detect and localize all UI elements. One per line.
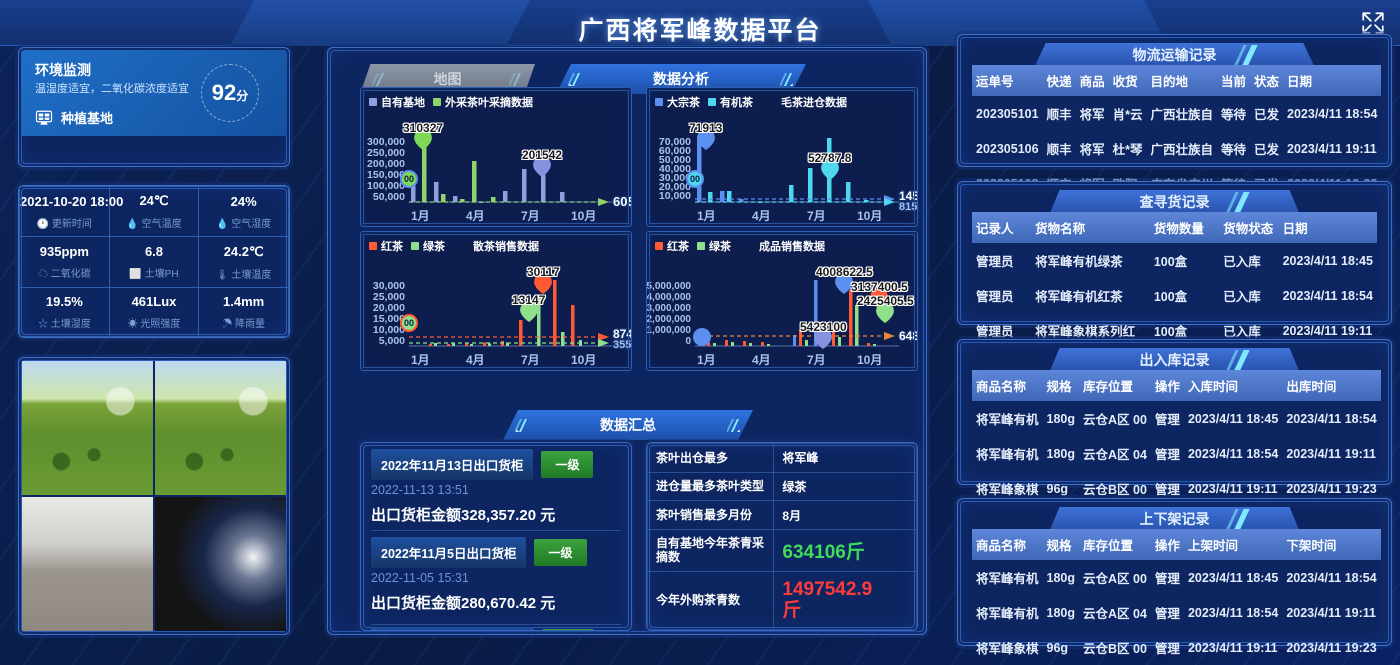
- svg-text:3,000,000: 3,000,000: [647, 303, 691, 314]
- svg-text:4月: 4月: [752, 353, 771, 367]
- svg-text:60597.75: 60597.75: [613, 194, 632, 209]
- svg-text:1月: 1月: [697, 209, 716, 223]
- svg-text:4月: 4月: [752, 209, 771, 223]
- svg-text:8154.57: 8154.57: [899, 201, 918, 213]
- svg-text:4月: 4月: [466, 353, 485, 367]
- svg-text:1月: 1月: [411, 353, 430, 367]
- svg-text:50,000: 50,000: [373, 191, 405, 203]
- svg-text:10月: 10月: [857, 353, 882, 367]
- svg-text:648215.4: 648215.4: [899, 329, 918, 343]
- svg-text:2,000,000: 2,000,000: [647, 314, 691, 325]
- svg-text:10,000: 10,000: [659, 190, 691, 202]
- svg-text:4月: 4月: [466, 209, 485, 223]
- svg-text:1月: 1月: [697, 353, 716, 367]
- svg-text:10月: 10月: [571, 353, 596, 367]
- svg-text:5,000,000: 5,000,000: [647, 281, 691, 292]
- svg-text:7月: 7月: [807, 209, 826, 223]
- svg-text:10月: 10月: [857, 209, 882, 223]
- svg-text:1月: 1月: [411, 209, 430, 223]
- svg-text:1,000,000: 1,000,000: [647, 325, 691, 336]
- svg-text:5,000: 5,000: [379, 335, 405, 347]
- svg-text:7月: 7月: [521, 209, 540, 223]
- svg-text:4,000,000: 4,000,000: [647, 292, 691, 303]
- svg-text:10月: 10月: [571, 209, 596, 223]
- svg-text:7月: 7月: [807, 353, 826, 367]
- svg-text:0: 0: [685, 336, 691, 347]
- svg-text:7月: 7月: [521, 353, 540, 367]
- svg-text:3556.92: 3556.92: [613, 339, 632, 351]
